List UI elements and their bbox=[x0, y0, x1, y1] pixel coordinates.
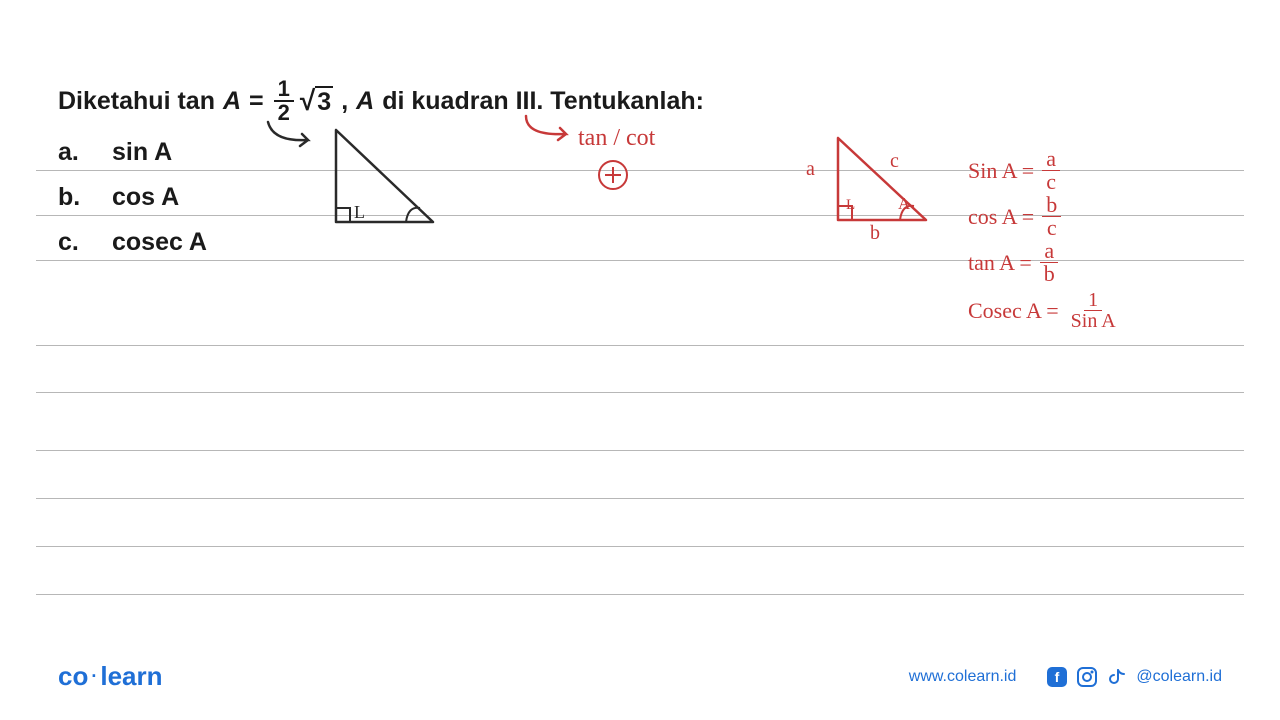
options-list: a. sin A b. cos A c. cosec A bbox=[58, 138, 207, 273]
rule-line bbox=[36, 450, 1244, 451]
brand-learn: learn bbox=[100, 661, 162, 691]
frac-cos: b c bbox=[1042, 194, 1061, 239]
problem-statement: Diketahui tan A = 1 2 3 , A di kuadran I… bbox=[58, 78, 704, 124]
tri-label-L: L bbox=[846, 197, 855, 214]
rule-line bbox=[36, 594, 1244, 595]
black-arrow-triangle bbox=[258, 112, 458, 247]
brand-logo: co·learn bbox=[58, 661, 163, 692]
rule-line bbox=[36, 345, 1244, 346]
problem-var-a: A bbox=[223, 87, 241, 116]
social-icons: f @colearn.id bbox=[1046, 666, 1222, 688]
tri-label-A: A bbox=[898, 194, 910, 214]
option-letter: c. bbox=[58, 228, 112, 257]
frac-den: 2 bbox=[274, 102, 294, 124]
problem-prefix: Diketahui tan bbox=[58, 87, 215, 116]
frac-num: 1 bbox=[274, 78, 294, 102]
label-L-black: L bbox=[354, 202, 365, 223]
option-a: a. sin A bbox=[58, 138, 207, 167]
frac-cosec: 1 Sin A bbox=[1067, 290, 1120, 331]
footer-url: www.colearn.id bbox=[909, 668, 1017, 686]
problem-suffix: di kuadran III. Tentukanlah: bbox=[382, 87, 704, 116]
fraction-half: 1 2 bbox=[274, 78, 294, 124]
rule-line bbox=[36, 170, 1244, 171]
frac-tan: a b bbox=[1040, 240, 1059, 285]
option-b: b. cos A bbox=[58, 183, 207, 212]
option-c: c. cosec A bbox=[58, 228, 207, 257]
svg-text:f: f bbox=[1055, 669, 1060, 685]
radicand: 3 bbox=[315, 86, 333, 117]
option-text: cosec A bbox=[112, 228, 207, 257]
brand-co: co bbox=[58, 661, 88, 691]
rule-line bbox=[36, 260, 1244, 261]
rule-line bbox=[36, 392, 1244, 393]
tiktok-icon bbox=[1106, 666, 1128, 688]
option-letter: b. bbox=[58, 183, 112, 212]
formula-cos-lhs: cos A = bbox=[968, 204, 1034, 230]
sqrt: 3 bbox=[300, 85, 333, 117]
rule-line bbox=[36, 498, 1244, 499]
problem-eq: = bbox=[249, 87, 264, 116]
frac-tan-den: b bbox=[1040, 263, 1059, 285]
comma: , bbox=[341, 87, 348, 116]
footer: co·learn www.colearn.id f @colearn.id bbox=[58, 661, 1222, 692]
frac-cosec-den: Sin A bbox=[1067, 311, 1120, 331]
footer-handle: @colearn.id bbox=[1136, 668, 1222, 686]
frac-sin-num: a bbox=[1042, 148, 1060, 171]
frac-sin-den: c bbox=[1042, 171, 1060, 193]
brand-dot: · bbox=[91, 666, 97, 686]
option-letter: a. bbox=[58, 138, 112, 167]
red-triangle bbox=[820, 130, 940, 240]
label-tan-cot: tan / cot bbox=[578, 125, 655, 152]
facebook-icon: f bbox=[1046, 666, 1068, 688]
frac-cosec-num: 1 bbox=[1084, 290, 1102, 311]
instagram-icon bbox=[1076, 666, 1098, 688]
rule-line bbox=[36, 546, 1244, 547]
formula-cosec-lhs: Cosec A = bbox=[968, 298, 1059, 324]
formula-cos: cos A = b c bbox=[968, 194, 1061, 239]
option-text: cos A bbox=[112, 183, 179, 212]
tri-label-b: b bbox=[870, 222, 880, 245]
frac-cos-num: b bbox=[1042, 194, 1061, 217]
plus-circle-icon bbox=[596, 158, 630, 192]
problem-var-a2: A bbox=[356, 87, 374, 116]
formula-tan-lhs: tan A = bbox=[968, 250, 1032, 276]
formula-cosec: Cosec A = 1 Sin A bbox=[968, 290, 1120, 331]
option-text: sin A bbox=[112, 138, 172, 167]
formula-tan: tan A = a b bbox=[968, 240, 1059, 285]
footer-right: www.colearn.id f @colearn.id bbox=[909, 666, 1222, 688]
frac-cos-den: c bbox=[1043, 217, 1061, 239]
rule-line bbox=[36, 215, 1244, 216]
